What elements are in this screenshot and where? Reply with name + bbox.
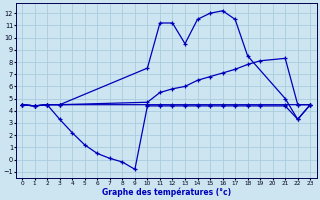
X-axis label: Graphe des températures (°c): Graphe des températures (°c) [102, 187, 231, 197]
